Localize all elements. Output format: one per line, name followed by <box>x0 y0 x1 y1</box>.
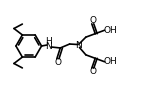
Text: O: O <box>54 58 61 67</box>
Text: H: H <box>45 37 52 46</box>
Text: OH: OH <box>103 26 117 35</box>
Text: O: O <box>89 67 96 76</box>
Text: N: N <box>76 41 82 50</box>
Text: N: N <box>45 42 52 51</box>
Text: O: O <box>89 16 96 25</box>
Text: OH: OH <box>103 57 117 66</box>
